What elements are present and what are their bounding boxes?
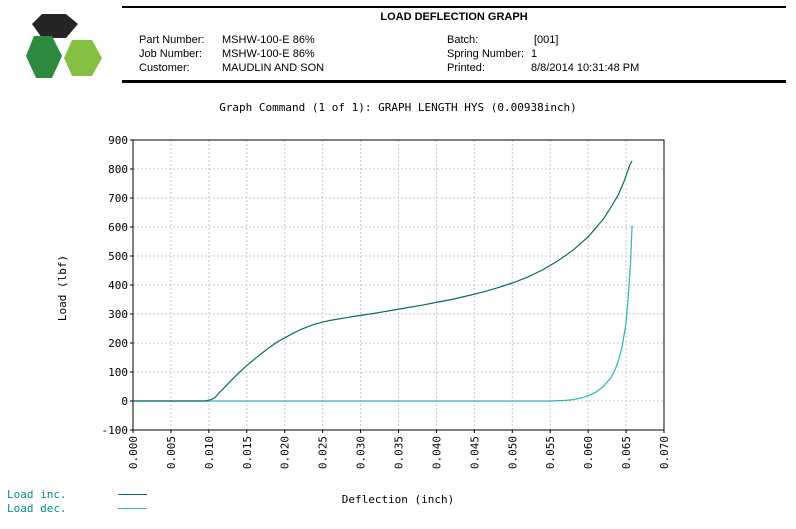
logo-dark-hexagon bbox=[32, 14, 78, 38]
grid-lines bbox=[133, 140, 664, 430]
customer-label: Customer: bbox=[139, 62, 190, 74]
tick-labels: 0.000 0.005 0.010 0.015 0.020 0.025 0.030 0.035… bbox=[102, 134, 672, 469]
y-tick-label: 800 bbox=[108, 163, 128, 176]
y-tick-label: 100 bbox=[108, 366, 128, 379]
legend-swatch-load-inc bbox=[118, 494, 147, 495]
x-tick-label: 0.040 bbox=[430, 436, 443, 469]
y-tick-label: 500 bbox=[108, 250, 128, 263]
series-line-load-dec bbox=[133, 225, 633, 402]
y-tick-label: 300 bbox=[108, 308, 128, 321]
job-number-label: Job Number: bbox=[139, 48, 202, 60]
x-tick-label: 0.050 bbox=[506, 436, 519, 469]
legend-label-load-inc: Load inc. bbox=[7, 488, 67, 501]
y-tick-label: 400 bbox=[108, 279, 128, 292]
x-tick-label: 0.045 bbox=[468, 436, 481, 469]
x-tick-label: 0.060 bbox=[582, 436, 595, 469]
chart-title: Graph Command (1 of 1): GRAPH LENGTH HYS… bbox=[219, 101, 577, 114]
x-tick-label: 0.030 bbox=[355, 436, 368, 469]
chart-axes bbox=[130, 139, 665, 433]
report-title: LOAD DEFLECTION GRAPH bbox=[380, 11, 528, 23]
y-tick-label: 0 bbox=[121, 395, 128, 408]
y-tick-label: 900 bbox=[108, 134, 128, 147]
x-tick-label: 0.055 bbox=[544, 436, 557, 469]
y-tick-label: 700 bbox=[108, 192, 128, 205]
x-tick-label: 0.025 bbox=[317, 436, 330, 469]
plot-frame bbox=[132, 139, 665, 431]
x-tick-label: 0.015 bbox=[241, 436, 254, 469]
job-number-value: MSHW-100-E 86% bbox=[222, 48, 315, 60]
x-axis-label: Deflection (inch) bbox=[342, 493, 455, 506]
y-tick-label: -100 bbox=[102, 424, 129, 437]
printed-label: Printed: bbox=[447, 62, 485, 74]
series-line-load-inc bbox=[133, 160, 633, 402]
x-tick-label: 0.065 bbox=[620, 436, 633, 469]
printed-value: 8/8/2014 10:31:48 PM bbox=[531, 62, 640, 74]
x-tick-label: 0.070 bbox=[658, 436, 671, 469]
part-number-value: MSHW-100-E 86% bbox=[222, 34, 315, 46]
x-tick-label: 0.020 bbox=[279, 436, 292, 469]
report-header: LOAD DEFLECTION GRAPH Part Number: MSHW-… bbox=[122, 6, 786, 83]
y-tick-label: 200 bbox=[108, 337, 128, 350]
x-tick-label: 0.005 bbox=[165, 436, 178, 469]
legend-swatch-load-dec bbox=[118, 508, 147, 509]
spring-number-value: 1 bbox=[531, 48, 538, 60]
logo-green-hexagon-left bbox=[26, 36, 62, 78]
x-tick-label: 0.010 bbox=[203, 436, 216, 469]
part-number-label: Part Number: bbox=[139, 34, 205, 46]
customer-value: MAUDLIN AND SON bbox=[222, 62, 325, 74]
x-tick-label: 0.035 bbox=[393, 436, 406, 469]
x-tick-label: 0.000 bbox=[127, 436, 140, 469]
legend-label-load-dec: Load dec. bbox=[7, 502, 67, 515]
spring-number-label: Spring Number: bbox=[447, 48, 525, 60]
company-logo bbox=[26, 14, 102, 78]
y-axis-label: Load (lbf) bbox=[56, 255, 69, 321]
logo-green-hexagon-right bbox=[64, 40, 102, 76]
batch-value: [001] bbox=[534, 34, 559, 46]
y-tick-label: 600 bbox=[108, 221, 128, 234]
batch-label: Batch: bbox=[447, 34, 479, 46]
chart-series bbox=[133, 160, 633, 402]
